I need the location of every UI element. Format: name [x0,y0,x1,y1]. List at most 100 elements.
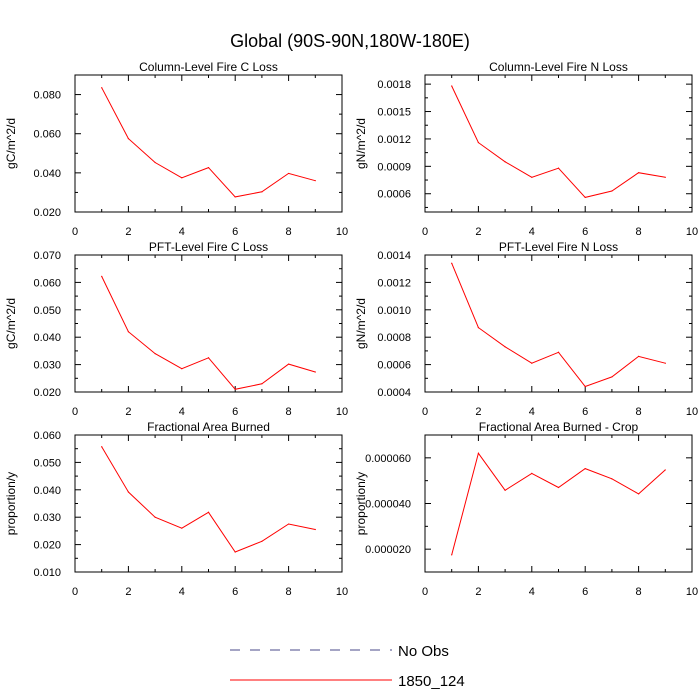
data-point [127,491,129,493]
x-tick-label: 8 [636,406,642,418]
data-point [207,166,210,169]
y-tick-label: 0.060 [33,129,61,141]
data-point [477,452,479,454]
y-tick-label: 0.060 [33,430,61,442]
x-tick-label: 8 [286,406,292,418]
data-point [261,540,263,542]
y-tick-label: 0.020 [33,207,61,219]
y-tick-label: 0.050 [33,305,61,317]
y-axis-label: gN/m^2/d [354,298,368,349]
data-point [557,167,560,169]
y-axis-label: gC/m^2/d [4,298,18,349]
y-tick-label: 0.000020 [365,544,411,556]
panel-title: Fractional Area Burned [147,420,270,434]
y-axis-label: proportion/y [4,472,18,535]
data-point [181,527,183,529]
data-point [638,172,640,174]
x-tick-label: 10 [686,226,698,238]
data-point [611,190,613,192]
panel-title: PFT-Level Fire N Loss [499,240,618,254]
data-point [127,138,129,140]
y-tick-label: 0.070 [33,250,61,262]
x-tick-label: 2 [475,406,481,418]
data-point [288,363,290,365]
x-tick-label: 6 [582,406,588,418]
y-axis-label: gN/m^2/d [354,118,368,169]
chart-panel-2: Column-Level Fire N Loss gN/m^2/d 0 2 4 6 8 10 0… [354,60,698,238]
y-tick-label: 0.030 [33,360,61,372]
y-tick-label: 0.010 [33,567,61,579]
data-point [234,388,236,390]
plot-frame [424,74,693,213]
panel-title: PFT-Level Fire C Loss [149,240,268,254]
y-axis-label: proportion/y [354,472,368,535]
data-point [314,528,316,531]
x-tick-label: 4 [529,226,535,238]
y-tick-label: 0.080 [33,90,61,102]
data-point [477,141,479,144]
series-line [101,276,316,390]
data-point [181,368,183,370]
x-tick-label: 4 [529,586,535,598]
data-point [234,196,236,198]
series-line [451,85,666,198]
chart-panel-5: Fractional Area Burned proportion/y 0 2 4 6 8 1… [4,420,348,598]
x-tick-label: 6 [582,586,588,598]
data-point [261,383,263,385]
x-tick-label: 0 [72,586,78,598]
x-tick-label: 10 [336,406,348,418]
y-tick-label: 0.030 [33,512,61,524]
data-point [531,362,533,364]
data-point [154,516,156,518]
data-point [584,467,586,470]
data-point [504,489,506,491]
y-tick-label: 0.0012 [377,134,411,146]
y-tick-label: 0.0009 [377,161,411,173]
page-title: Global (90S-90N,180W-180E) [230,31,470,51]
x-tick-label: 4 [179,586,185,598]
x-tick-label: 10 [336,586,348,598]
y-tick-label: 0.0012 [377,277,411,289]
x-tick-label: 4 [529,406,535,418]
y-tick-label: 0.040 [33,332,61,344]
data-point [611,376,613,378]
data-point [638,493,640,495]
x-tick-label: 10 [686,586,698,598]
data-point [664,362,666,364]
panel-title: Column-Level Fire N Loss [489,60,628,74]
data-point [584,385,586,388]
data-point [451,554,453,556]
data-point [611,478,613,480]
x-tick-label: 10 [336,226,348,238]
data-point [261,191,263,193]
y-tick-label: 0.0004 [377,387,411,399]
y-tick-label: 0.0006 [377,360,411,372]
x-tick-label: 8 [636,226,642,238]
x-tick-label: 2 [125,226,131,238]
y-tick-label: 0.060 [33,277,61,289]
x-tick-label: 4 [179,406,185,418]
x-tick-label: 2 [475,226,481,238]
chart-panel-1: Column-Level Fire C Loss gC/m^2/d 0 2 4 6 8 10 0… [4,60,348,238]
x-tick-label: 0 [422,406,428,418]
plot-frame [74,254,343,393]
y-tick-label: 0.0018 [377,79,411,91]
y-tick-label: 0.020 [33,540,61,552]
plot-frame [74,74,343,213]
legend-obs-label: No Obs [398,643,449,660]
panels: Column-Level Fire C Loss gC/m^2/d 0 2 4 6 8 10 0… [4,60,698,598]
y-tick-label: 0.040 [33,485,61,497]
y-tick-label: 0.0006 [377,189,411,201]
y-tick-label: 0.0015 [377,107,411,119]
x-tick-label: 2 [125,406,131,418]
series-line [451,263,666,388]
data-point [314,371,316,373]
series-line [101,87,316,198]
y-tick-label: 0.020 [33,387,61,399]
x-tick-label: 6 [232,586,238,598]
x-tick-label: 6 [232,406,238,418]
chart-panel-6: Fractional Area Burned - Crop proportion/… [354,420,698,598]
x-tick-label: 6 [232,226,238,238]
data-point [101,87,103,89]
